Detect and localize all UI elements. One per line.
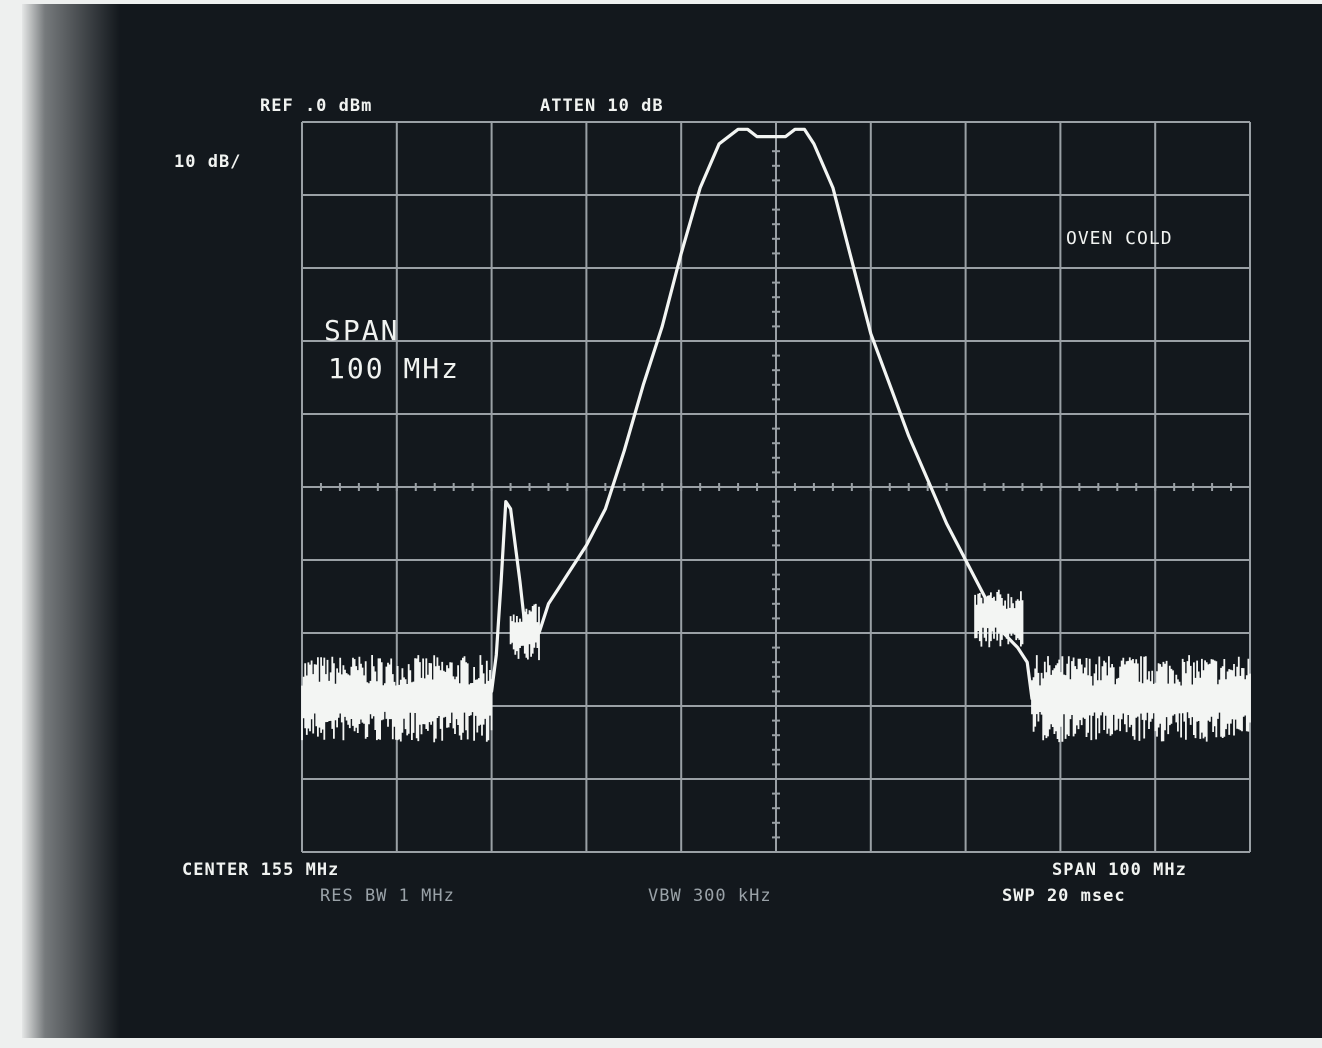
noise-floor (301, 589, 1251, 743)
graticule (301, 121, 1251, 853)
vbw-label: VBW 300 kHz (648, 886, 772, 906)
span-annotation-value: 100 MHz (328, 352, 461, 385)
span-annotation-title: SPAN (324, 314, 400, 347)
analyzer-screen-photo: REF .0 dBm ATTEN 10 dB 10 dB/ OVEN COLD … (22, 4, 1322, 1038)
attenuation-label: ATTEN 10 dB (540, 96, 664, 116)
sweep-time-label: SWP 20 msec (1002, 886, 1126, 906)
center-frequency-label: CENTER 155 MHz (182, 860, 340, 880)
spectrum-plot (301, 121, 1251, 853)
noise-band (974, 589, 1024, 648)
ref-level-label: REF .0 dBm (260, 96, 373, 116)
spectrum-trace (302, 127, 1250, 701)
res-bw-label: RES BW 1 MHz (320, 886, 455, 906)
oven-annotation: OVEN COLD (1066, 228, 1173, 249)
span-footer-label: SPAN 100 MHz (1052, 860, 1187, 880)
scale-label: 10 dB/ (174, 152, 242, 172)
